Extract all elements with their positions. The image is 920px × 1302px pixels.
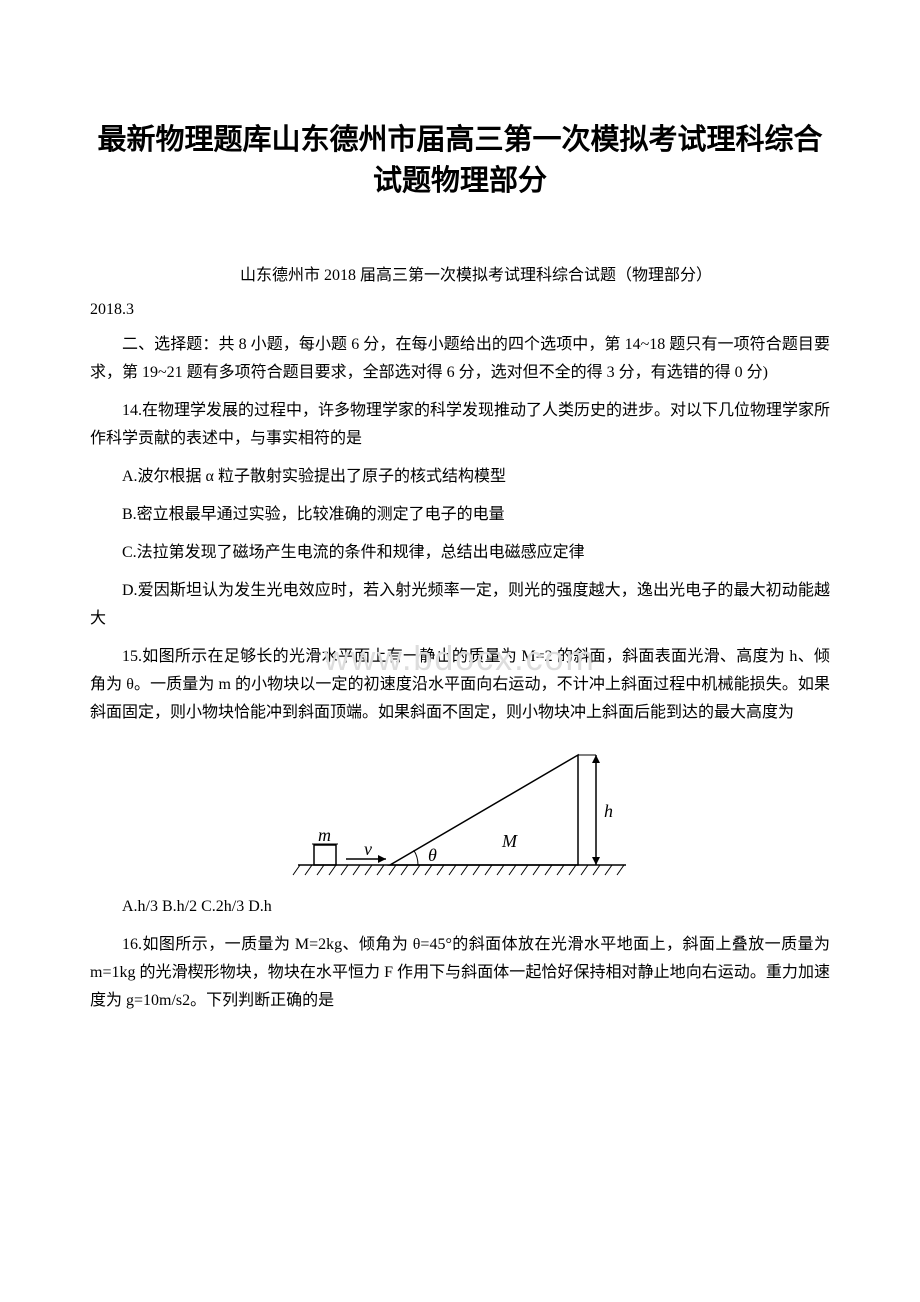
q14-stem: 14.在物理学发展的过程中，许多物理学家的科学发现推动了人类历史的进步。对以下几… [90,397,830,453]
instructions: 二、选择题：共 8 小题，每小题 6 分，在每小题给出的四个选项中，第 14~1… [90,331,830,387]
q15-options: A.h/3 B.h/2 C.2h/3 D.h [90,893,830,921]
svg-text:v: v [364,839,372,859]
svg-text:m: m [318,825,331,845]
exam-date: 2018.3 [90,301,830,319]
q16-stem: 16.如图所示，一质量为 M=2kg、倾角为 θ=45°的斜面体放在光滑水平地面… [90,931,830,1015]
svg-text:M: M [501,831,518,851]
q14-option-a: A.波尔根据 α 粒子散射实验提出了原子的核式结构模型 [90,463,830,491]
svg-text:h: h [604,801,613,821]
q15-diagram-wrap: m v θ Mh [90,737,830,887]
q14-option-c: C.法拉第发现了磁场产生电流的条件和规律，总结出电磁感应定律 [90,539,830,567]
q14-option-d: D.爱因斯坦认为发生光电效应时，若入射光频率一定，则光的强度越大，逸出光电子的最… [90,577,830,633]
q14-option-b: B.密立根最早通过实验，比较准确的测定了电子的电量 [90,501,830,529]
q15-diagram: m v θ Mh [290,737,630,887]
page: www.bdocx.com 最新物理题库山东德州市届高三第一次模拟考试理科综合 … [0,0,920,1302]
title-line-2: 试题物理部分 [373,165,547,197]
q15-stem: 15.如图所示在足够长的光滑水平面上有一静止的质量为 M=2 的斜面，斜面表面光… [90,643,830,727]
page-title: 最新物理题库山东德州市届高三第一次模拟考试理科综合 试题物理部分 [90,120,830,201]
title-line-1: 最新物理题库山东德州市届高三第一次模拟考试理科综合 [97,124,822,156]
svg-text:θ: θ [428,845,437,865]
subtitle: 山东德州市 2018 届高三第一次模拟考试理科综合试题（物理部分） [90,261,830,285]
